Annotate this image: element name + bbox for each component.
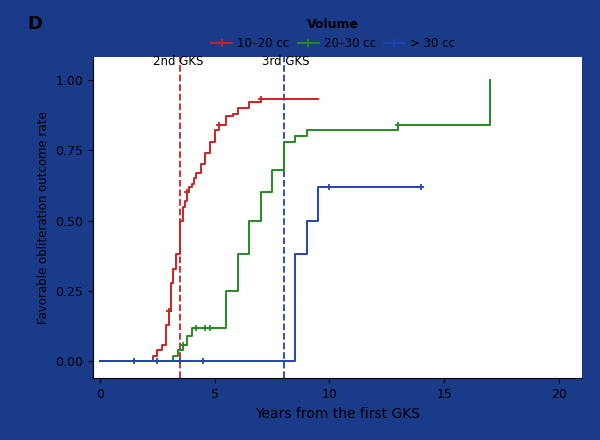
Y-axis label: Favorable obliteration outcome rate: Favorable obliteration outcome rate <box>37 111 50 324</box>
Text: 2nd GKS: 2nd GKS <box>153 55 203 69</box>
Legend: 10–20 cc, 20–30 cc, > 30 cc: 10–20 cc, 20–30 cc, > 30 cc <box>206 13 460 55</box>
Text: 3rd GKS: 3rd GKS <box>262 55 310 69</box>
X-axis label: Years from the first GKS: Years from the first GKS <box>255 407 420 421</box>
Text: D: D <box>27 15 42 33</box>
